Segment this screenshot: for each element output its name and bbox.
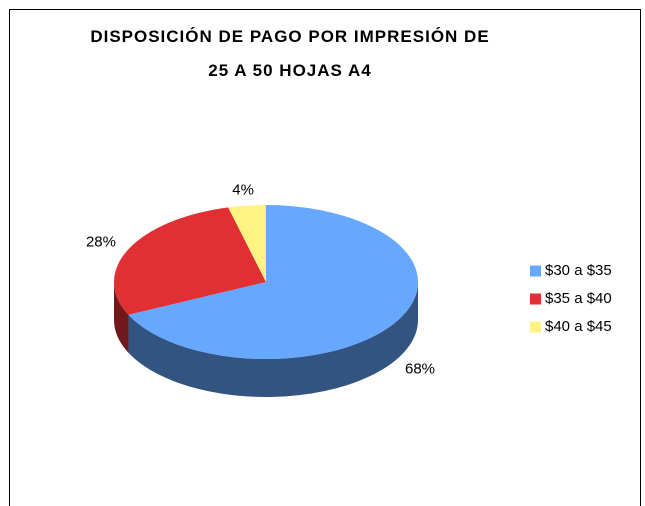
pie-slice [113, 207, 266, 315]
data-label: 28% [86, 234, 116, 251]
legend-swatch [530, 265, 541, 277]
data-label: 4% [232, 181, 254, 198]
legend-label: $30 a $35 [545, 262, 612, 279]
pie-slice [128, 205, 418, 360]
chart-frame [9, 9, 641, 506]
pie-slice [228, 205, 266, 282]
legend-label: $35 a $40 [545, 290, 612, 307]
pie-slice-side [128, 282, 418, 397]
pie-slice-side [114, 282, 129, 353]
data-label: 68% [405, 360, 435, 377]
chart-title: DISPOSICIÓN DE PAGO POR IMPRESIÓN DE 25 … [90, 27, 490, 80]
legend-swatch [530, 293, 541, 305]
legend-label: $40 a $45 [545, 318, 612, 335]
legend-swatch [530, 321, 541, 333]
